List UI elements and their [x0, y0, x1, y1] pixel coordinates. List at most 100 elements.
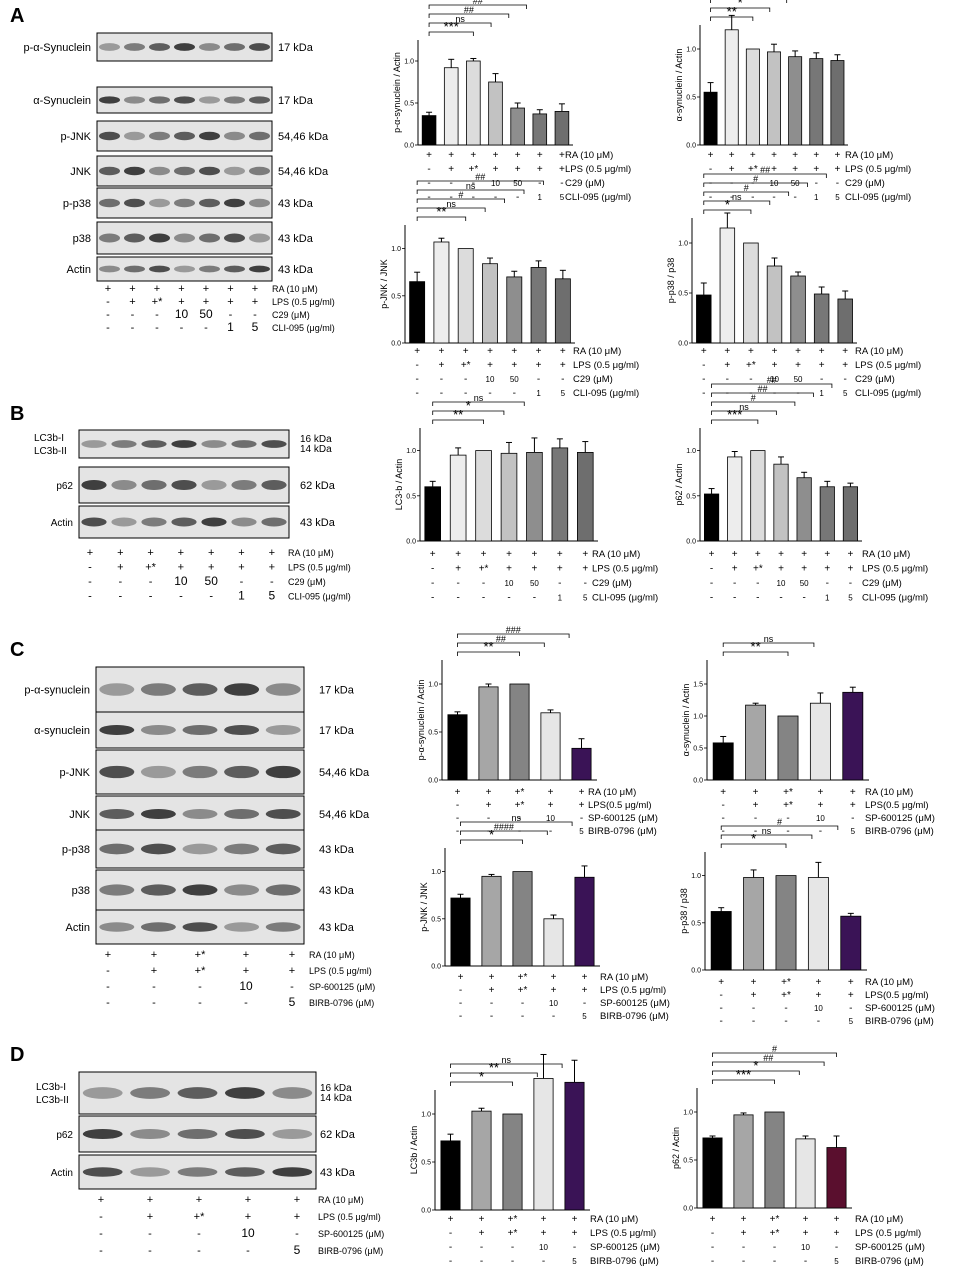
treatment-mark: +: [238, 547, 244, 559]
treatment-mark: +: [824, 564, 830, 575]
treatment-mark: +*: [518, 985, 528, 996]
significance-bracket: [703, 200, 771, 205]
treatment-mark: -: [449, 1228, 452, 1239]
treatment-mark: -: [118, 591, 122, 603]
significance-bracket: [428, 4, 527, 9]
treatment-mark: -: [464, 388, 467, 399]
significance-bracket: [416, 189, 525, 194]
blot-band: [231, 517, 257, 527]
blot-band: [199, 166, 220, 176]
treatment-mark: -: [751, 178, 754, 189]
blot-band: [177, 1167, 218, 1177]
treatment-mark: 5: [834, 1257, 839, 1266]
treatment-mark: +: [147, 1211, 153, 1223]
kda-label: 43 kDa: [278, 264, 314, 276]
significance-label: *: [489, 827, 494, 842]
blot-band: [201, 440, 227, 448]
blot-band: [224, 131, 245, 141]
treatment-mark: +: [724, 360, 730, 371]
treatment-mark: +: [455, 787, 461, 798]
treatment-mark: 10: [241, 1226, 255, 1240]
treatment-mark: +: [771, 150, 777, 161]
treatment-mark: -: [533, 593, 536, 604]
treatment-label: LPS (0.5 μg/ml): [855, 1228, 921, 1239]
significance-bracket: [720, 825, 839, 830]
y-axis-title: p62 / Actin: [674, 463, 684, 505]
treatment-mark: +: [801, 564, 807, 575]
treatment-mark: +*: [508, 1214, 518, 1225]
treatment-mark: +: [289, 965, 295, 977]
treatment-mark: 1: [536, 389, 541, 398]
y-axis-title: α-synuclein / Actin: [681, 684, 691, 757]
significance-label: ##: [767, 375, 777, 385]
treatment-mark: +: [506, 549, 512, 560]
treatment-mark: +: [414, 346, 420, 357]
treatment-mark: +: [834, 1214, 840, 1225]
treatment-mark: -: [152, 981, 156, 993]
treatment-mark: -: [240, 576, 244, 588]
significance-label: **: [751, 639, 761, 654]
bar: [424, 486, 441, 542]
y-tick-label: 1.5: [693, 682, 703, 689]
treatment-mark: -: [449, 1256, 452, 1267]
treatment-mark: -: [118, 576, 122, 588]
treatment-mark: +: [557, 564, 563, 575]
treatment-mark: -: [427, 178, 430, 189]
treatment-label: LPS (0.5 μg/ml): [862, 564, 928, 575]
treatment-mark: +: [795, 360, 801, 371]
treatment-mark: -: [99, 1245, 103, 1257]
treatment-label: RA (10 μM): [590, 1214, 638, 1225]
treatment-mark: +: [778, 549, 784, 560]
treatment-mark: -: [720, 990, 723, 1001]
blot-band: [99, 843, 135, 855]
treatment-mark: -: [560, 178, 563, 189]
blot-band: [171, 479, 197, 491]
treatment-mark: 50: [794, 375, 803, 384]
blot-row: Actin 43 kDa: [66, 909, 355, 945]
blot-band: [149, 131, 170, 141]
treatment-mark: -: [784, 1016, 787, 1027]
treatment-mark: -: [558, 578, 561, 589]
significance-label: *: [466, 398, 471, 413]
blot-band: [174, 233, 195, 243]
treatment-mark: -: [702, 388, 705, 399]
kda-label: 17 kDa: [278, 95, 314, 107]
significance-bracket: [712, 1079, 775, 1084]
chart-C3: 0.0 0.5 1.0p-JNK / JNK * ####ns + + +* + + RA (10 …: [419, 813, 670, 1022]
blot-band: [99, 884, 135, 896]
treatment-mark: +: [753, 800, 759, 811]
treatment-mark: 10: [549, 999, 558, 1008]
treatment-mark: +: [755, 549, 761, 560]
y-tick-label: 0.0: [683, 1206, 693, 1213]
y-axis-title: p-α-synuclein / Actin: [416, 680, 426, 761]
y-tick-label: 0.5: [428, 730, 438, 737]
bar: [712, 742, 734, 781]
blot-panel-C: p-α-synuclein 17 kDa α-synuclein 17 kDa p-JN…: [24, 666, 375, 1009]
treatment-label: SP-600125 (μM): [309, 982, 375, 992]
bar: [574, 876, 595, 967]
treatment-mark: +: [463, 346, 469, 357]
treatment-label: CLI-095 (μg/ml): [862, 593, 928, 604]
significance-bracket: [711, 401, 796, 406]
significance-label: ###: [506, 625, 521, 635]
y-tick-label: 0.5: [421, 1160, 431, 1167]
blot-band: [182, 843, 218, 855]
treatment-mark: -: [450, 178, 453, 189]
treatment-mark: 5: [252, 320, 259, 334]
kda-label: 17 kDa: [319, 685, 355, 697]
treatment-mark: -: [290, 981, 294, 993]
treatment-mark: -: [756, 593, 759, 604]
bar-charts: 0.00.51.0p-α-synuclein / Actin***ns#####…: [379, 0, 935, 1267]
treatment-mark: +: [701, 346, 707, 357]
bar: [502, 1113, 523, 1211]
treatment-mark: -: [244, 997, 248, 1009]
treatment-mark: -: [733, 593, 736, 604]
treatment-mark: -: [573, 1242, 576, 1253]
bar: [809, 58, 824, 146]
kda-label: 43 kDa: [319, 922, 355, 934]
treatment-mark: -: [756, 578, 759, 589]
treatment-mark: -: [702, 360, 705, 371]
treatment-mark: -: [148, 1245, 152, 1257]
treatment-mark: 5: [561, 389, 566, 398]
bar: [842, 486, 859, 542]
